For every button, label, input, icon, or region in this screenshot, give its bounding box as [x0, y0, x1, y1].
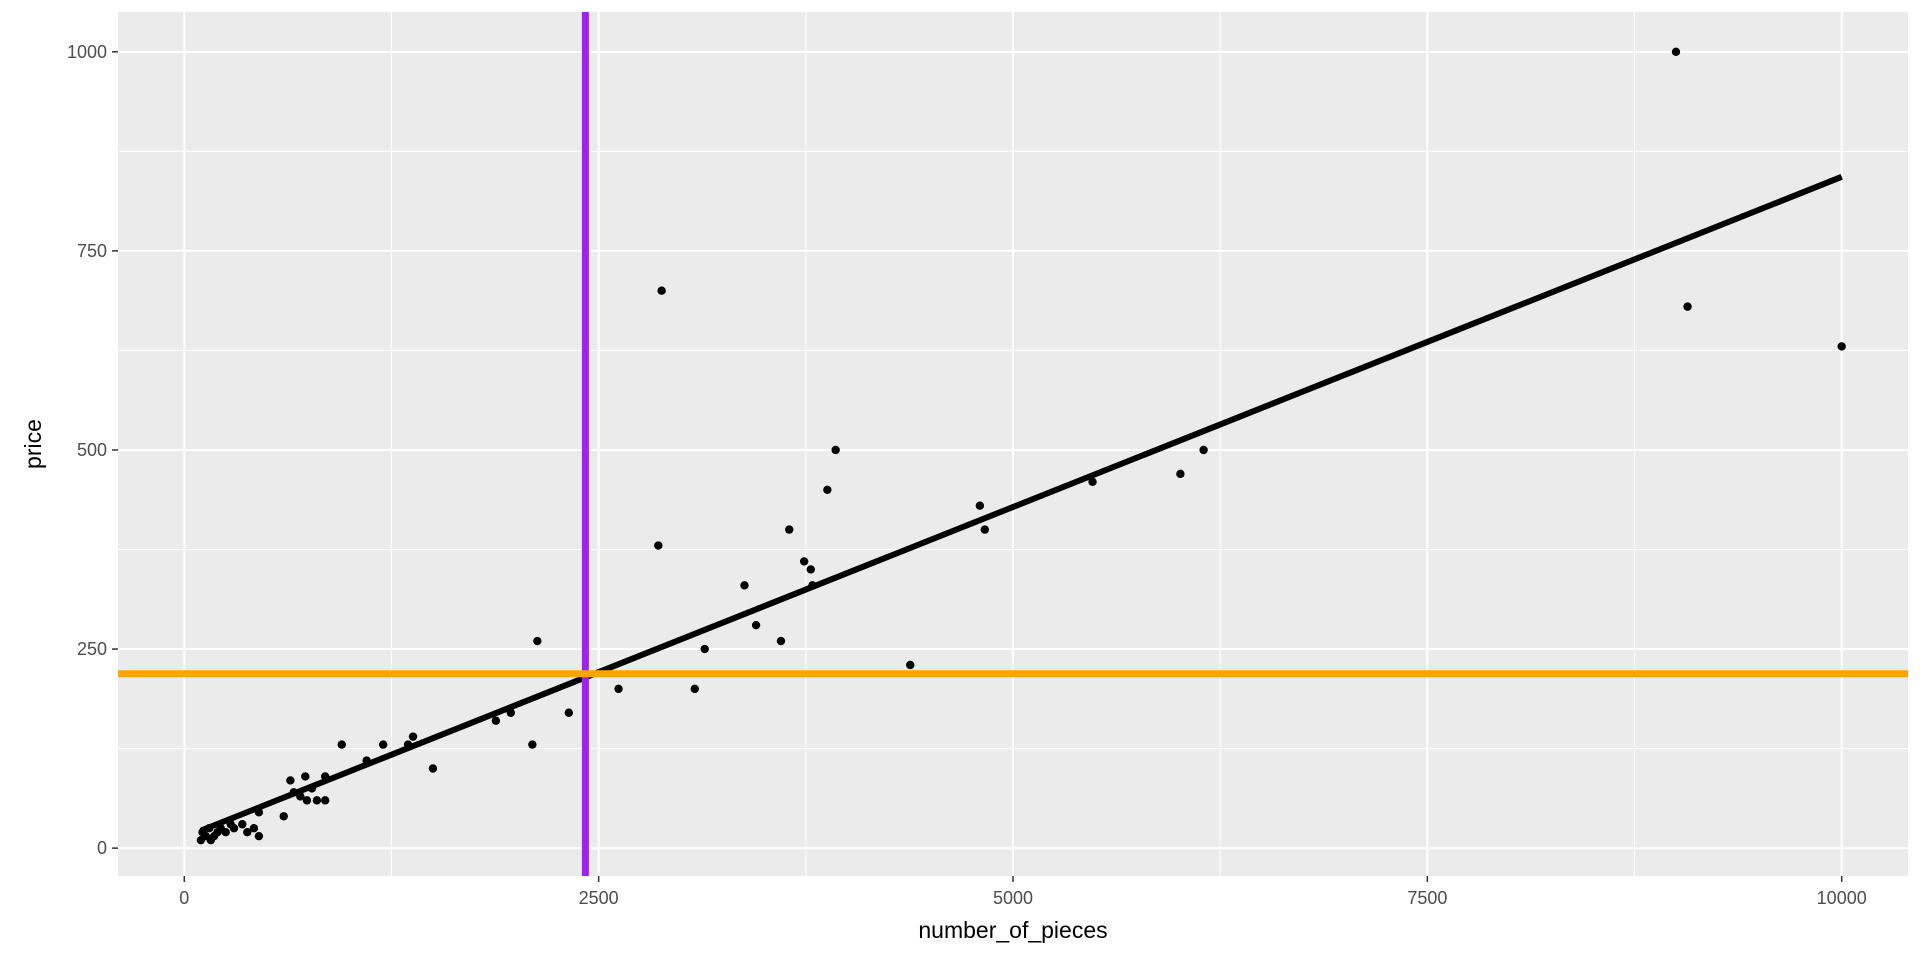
data-point: [751, 620, 761, 630]
data-point: [1088, 477, 1097, 487]
major-grid-lines: [118, 12, 1908, 876]
data-point: [654, 541, 663, 550]
reference-lines: [118, 12, 1908, 876]
data-point: [279, 812, 288, 821]
data-point: [528, 740, 537, 749]
data-point: [312, 796, 322, 805]
data-point: [614, 684, 623, 694]
data-point: [1176, 469, 1185, 479]
data-point: [831, 445, 840, 455]
data-point: [906, 660, 915, 670]
data-point: [1837, 342, 1846, 351]
data-point: [320, 796, 330, 805]
x-axis-ticks: 0 2500 5000 7500 10000: [179, 876, 1867, 908]
trend-line-layer: [199, 174, 1843, 834]
data-point: [564, 708, 574, 717]
y-axis-title: price: [20, 419, 46, 469]
data-point: [243, 828, 252, 837]
data-point: [533, 636, 542, 646]
data-point: [690, 684, 699, 694]
data-point: [776, 636, 786, 646]
y-tick-label: 500: [77, 440, 107, 460]
data-point: [823, 485, 832, 494]
data-point: [408, 732, 418, 741]
data-point: [254, 831, 264, 841]
x-tick-label: 10000: [1817, 888, 1867, 908]
y-axis-ticks: 0 250 500 750 1000: [67, 42, 118, 858]
trend-line: [199, 174, 1843, 834]
y-tick-label: 0: [97, 838, 107, 858]
x-axis-title: number_of_pieces: [918, 917, 1107, 943]
x-tick-label: 2500: [579, 888, 619, 908]
x-tick-label: 5000: [993, 888, 1033, 908]
data-point: [700, 644, 709, 654]
x-tick-label: 0: [179, 888, 189, 908]
data-point: [740, 581, 749, 590]
data-point: [980, 525, 990, 534]
data-point: [286, 776, 295, 785]
data-point: [799, 557, 809, 566]
data-point: [301, 772, 310, 781]
data-point: [785, 525, 794, 534]
data-point: [1671, 47, 1681, 57]
data-point: [491, 716, 501, 725]
data-point: [1683, 302, 1692, 311]
x-tick-label: 7500: [1407, 888, 1447, 908]
data-point: [221, 828, 230, 837]
data-point: [249, 824, 259, 833]
data-point: [229, 824, 239, 833]
data-point: [806, 565, 815, 574]
data-point: [428, 764, 438, 773]
y-tick-label: 750: [77, 241, 107, 261]
y-tick-label: 1000: [67, 42, 107, 62]
data-point: [302, 796, 312, 805]
data-point: [378, 740, 388, 749]
data-point: [657, 286, 666, 295]
data-point: [975, 501, 985, 510]
data-point: [1199, 445, 1208, 455]
y-tick-label: 250: [77, 639, 107, 659]
data-point: [337, 740, 346, 749]
data-point: [238, 820, 247, 829]
